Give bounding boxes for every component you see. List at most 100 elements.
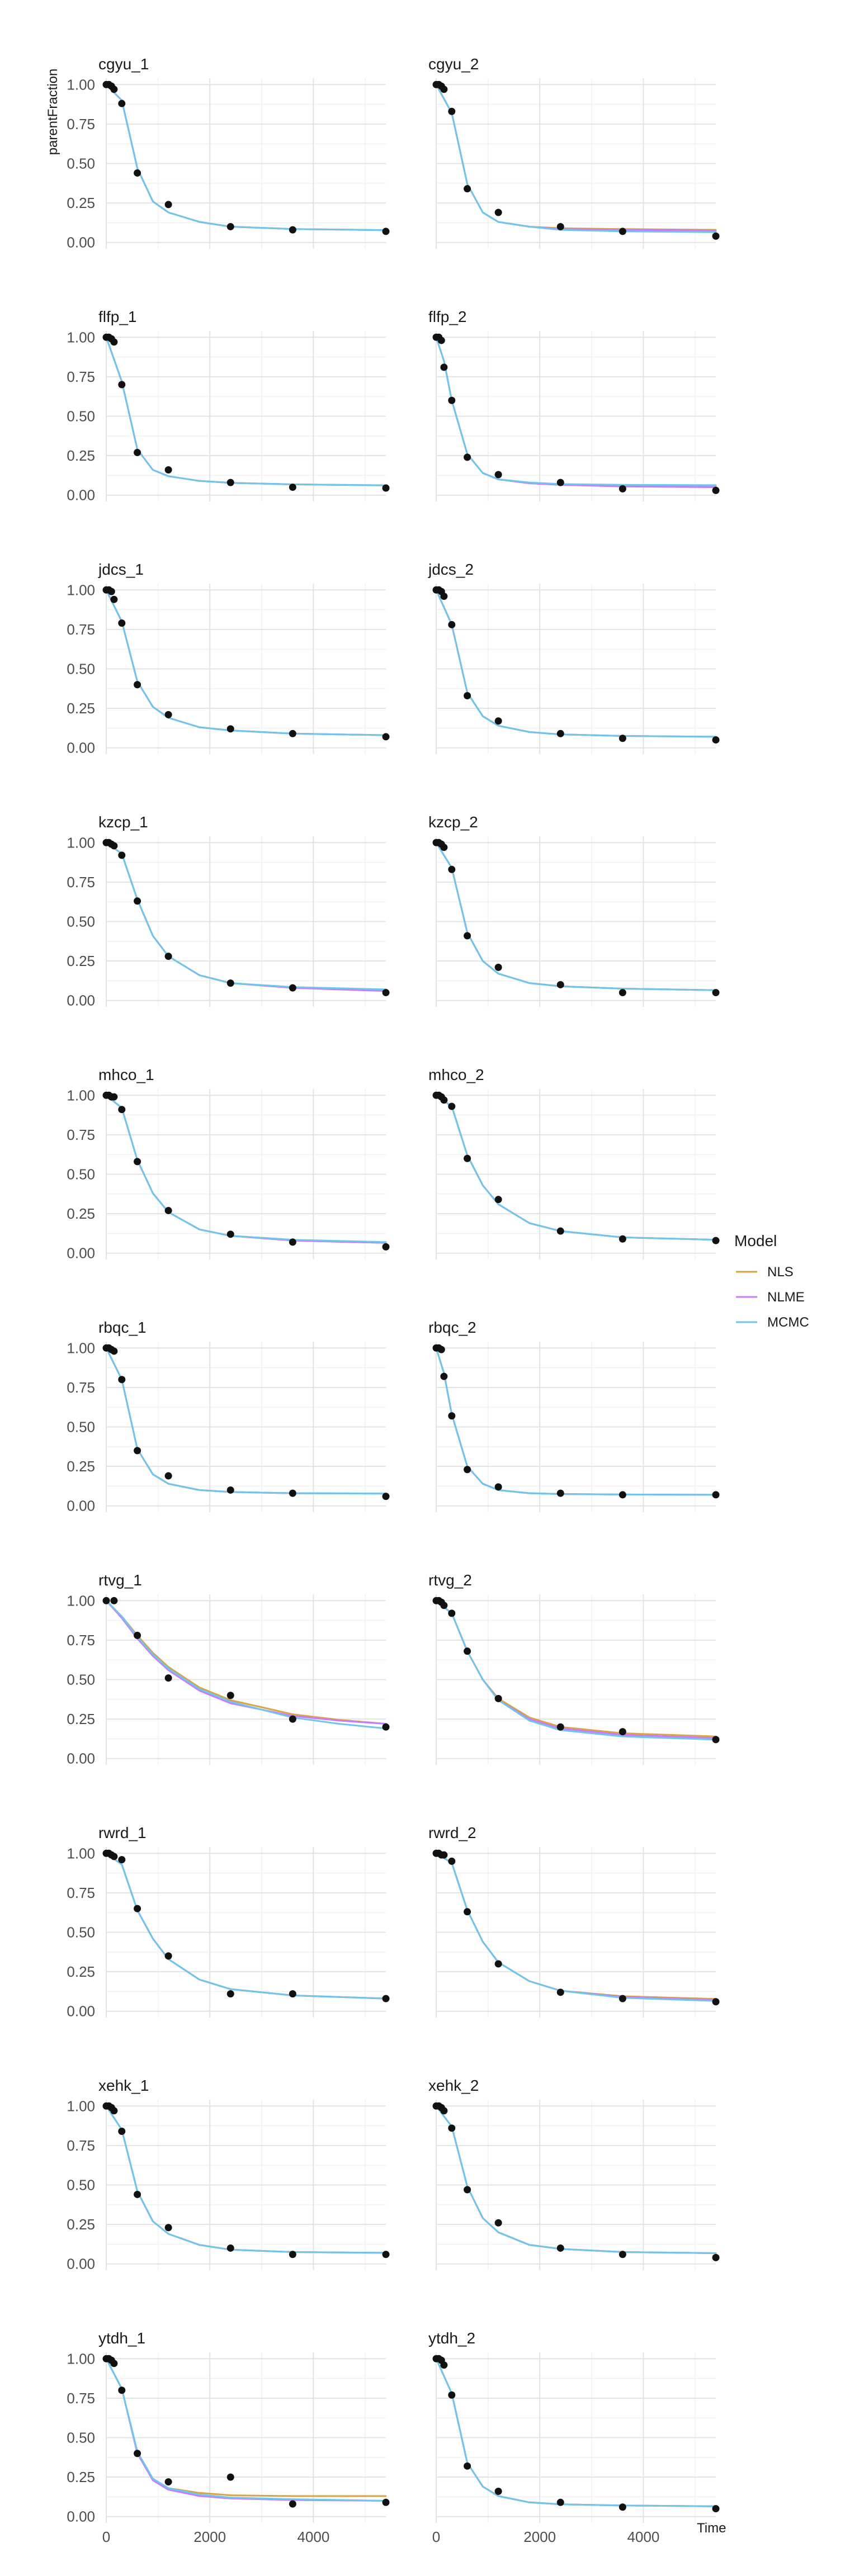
data-point (289, 1238, 296, 1246)
y-tick-label: 0.25 (67, 1205, 95, 1222)
data-point (619, 1728, 626, 1736)
data-point (556, 1227, 564, 1235)
panel-rwrd_1: rwrd_1 0.00 0.25 0.50 0.75 1.00 (67, 1824, 390, 2020)
data-point (712, 1736, 720, 1744)
data-point (712, 736, 720, 744)
data-point (712, 989, 720, 997)
fit-line-nls (105, 83, 387, 231)
data-point (494, 209, 502, 216)
fit-line-mcmc (435, 83, 717, 233)
data-point (134, 897, 141, 905)
data-point (382, 2498, 390, 2506)
y-tick-label: 0.25 (67, 195, 95, 211)
fit-line-nls (105, 1094, 387, 1244)
fit-line-mcmc (435, 2105, 717, 2254)
panel-title: ytdh_2 (428, 2329, 475, 2347)
data-point (619, 228, 626, 235)
data-point (440, 2361, 448, 2369)
y-tick-label: 1.00 (67, 2097, 95, 2114)
fit-line-mcmc (435, 336, 717, 486)
data-point (226, 1486, 234, 1494)
panel-jdcs_1: jdcs_1 0.00 0.25 0.50 0.75 1.00 (67, 561, 390, 756)
panel-flfp_2: flfp_2 (428, 308, 720, 501)
panel-title: cgyu_1 (98, 55, 149, 73)
data-point (619, 1235, 626, 1243)
x-axis-label: Time (697, 2521, 726, 2536)
x-tick-label: 4000 (297, 2528, 329, 2545)
data-point (464, 2462, 471, 2470)
data-point (556, 1489, 564, 1497)
data-point (134, 1631, 141, 1639)
x-tick-label: 2000 (523, 2528, 556, 2545)
data-point (448, 396, 456, 404)
data-point (464, 1647, 471, 1655)
data-point (118, 1856, 126, 1864)
y-tick-label: 0.00 (67, 1245, 95, 1262)
fit-line-mcmc (105, 1347, 387, 1495)
data-point (494, 1483, 502, 1491)
data-point (382, 1995, 390, 2002)
data-point (619, 2503, 626, 2511)
data-point (107, 588, 115, 595)
y-tick-label: 1.00 (67, 76, 95, 93)
data-point (134, 1905, 141, 1912)
data-point (494, 2488, 502, 2496)
fit-line-nlme (435, 1852, 717, 2001)
data-point (619, 735, 626, 742)
y-tick-label: 1.00 (67, 581, 95, 598)
fit-line-nls (105, 841, 387, 991)
fit-line-nlme (105, 589, 387, 736)
data-point (440, 1602, 448, 1609)
data-point (289, 2500, 296, 2508)
data-point (464, 1466, 471, 1474)
data-point (110, 842, 118, 850)
fit-line-nlme (435, 83, 717, 231)
fit-line-mcmc (435, 2357, 717, 2507)
legend-label-nls: NLS (767, 1265, 794, 1280)
data-point (226, 979, 234, 987)
data-point (440, 1096, 448, 1104)
fit-line-mcmc (105, 841, 387, 991)
data-point (556, 2244, 564, 2252)
y-tick-label: 0.75 (67, 2390, 95, 2407)
fit-line-mcmc (105, 589, 387, 736)
x-tick-label: 4000 (627, 2528, 659, 2545)
data-point (134, 448, 141, 456)
data-point (134, 2450, 141, 2457)
data-point (619, 989, 626, 997)
fit-line-nlme (105, 2357, 387, 2502)
data-point (289, 2251, 296, 2258)
fit-line-nls (435, 1599, 717, 1737)
data-point (118, 100, 126, 107)
data-point (448, 1102, 456, 1110)
fit-line-nls (435, 1094, 717, 1241)
fit-line-nls (435, 1852, 717, 2000)
data-point (289, 1990, 296, 1998)
data-point (556, 1723, 564, 1731)
fit-line-mcmc (435, 1347, 717, 1496)
data-point (382, 2251, 390, 2258)
data-point (164, 1206, 172, 1214)
panel-xehk_1: xehk_1 0.00 0.25 0.50 0.75 1.00 (67, 2077, 390, 2272)
panel-mhco_1: mhco_1 0.00 0.25 0.50 0.75 1.00 (67, 1066, 390, 1262)
data-point (134, 681, 141, 689)
data-point (134, 1447, 141, 1455)
fit-line-nlme (105, 1347, 387, 1495)
data-point (448, 865, 456, 873)
data-point (118, 1376, 126, 1384)
y-tick-label: 0.25 (67, 700, 95, 717)
data-point (226, 222, 234, 230)
fit-line-nlme (105, 1094, 387, 1244)
fit-line-nls (435, 2105, 717, 2254)
data-point (440, 593, 448, 600)
fit-line-mcmc (105, 336, 387, 486)
data-point (464, 453, 471, 461)
data-point (289, 984, 296, 992)
y-tick-label: 0.50 (67, 1671, 95, 1688)
y-tick-label: 0.00 (67, 1750, 95, 1767)
fit-line-mcmc (435, 1852, 717, 2002)
data-point (110, 2360, 118, 2367)
y-tick-label: 0.25 (67, 1963, 95, 1980)
fit-line-nls (105, 1347, 387, 1495)
